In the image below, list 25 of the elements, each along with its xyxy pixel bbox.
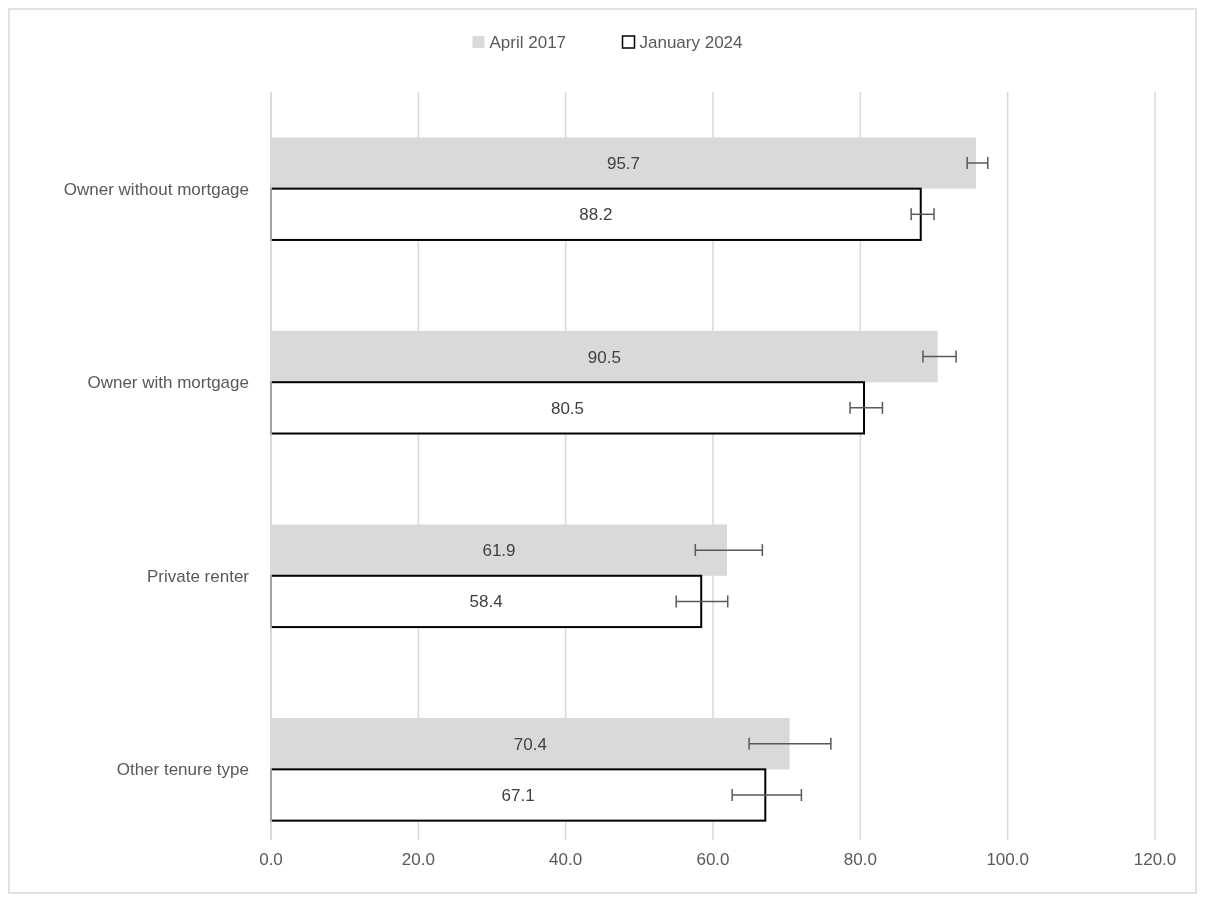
data-label: 80.5 <box>550 398 585 418</box>
x-tick-label: 40.0 <box>549 850 583 869</box>
data-label: 90.5 <box>587 347 621 367</box>
x-tick-label: 80.0 <box>843 850 877 869</box>
y-tick-label: Owner without mortgage <box>63 179 249 199</box>
data-label: 67.1 <box>501 785 535 805</box>
data-label: 61.9 <box>482 541 516 561</box>
x-tick-label: 0.0 <box>259 850 283 869</box>
bar <box>270 381 866 435</box>
x-tick-label: 100.0 <box>986 850 1029 869</box>
data-label: 88.2 <box>579 205 613 225</box>
data-label: 58.4 <box>469 592 503 612</box>
bar <box>270 187 922 241</box>
y-tick-label: Owner with mortgage <box>87 373 249 393</box>
data-label: 95.7 <box>606 153 641 173</box>
x-tick-label: 20.0 <box>401 850 435 869</box>
y-tick-label: Other tenure type <box>116 760 249 780</box>
x-tick-label: 60.0 <box>696 850 730 869</box>
bar <box>270 768 767 822</box>
y-tick-label: Private renter <box>146 566 250 586</box>
legend-label: January 2024 <box>639 32 743 52</box>
bar <box>270 574 703 629</box>
x-tick-label: 120.0 <box>1133 850 1177 869</box>
data-label: 70.4 <box>513 734 547 754</box>
legend-label: April 2017 <box>489 32 567 52</box>
